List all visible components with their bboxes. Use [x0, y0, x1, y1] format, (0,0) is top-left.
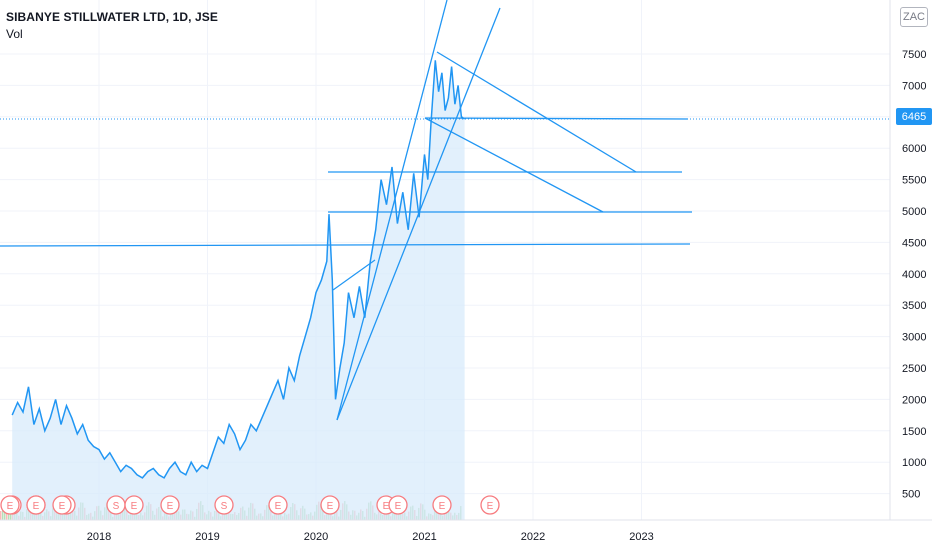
- svg-text:E: E: [327, 501, 334, 512]
- event-marker-E[interactable]: E: [268, 495, 288, 515]
- event-marker-E[interactable]: E: [320, 495, 340, 515]
- time-axis[interactable]: 2018 2019 2020 2021 2022 2023: [87, 531, 654, 543]
- downtrend-line-b[interactable]: [424, 117, 604, 213]
- level-line-6400[interactable]: [424, 117, 689, 120]
- event-marker-S[interactable]: S: [106, 495, 126, 515]
- volume-bar: [0, 511, 2, 520]
- level-line-4430[interactable]: [0, 243, 691, 247]
- price-tick-label: 7000: [902, 80, 926, 92]
- volume-bar: [2, 504, 4, 520]
- event-marker-S[interactable]: S: [214, 495, 234, 515]
- price-tick-label: 6000: [902, 143, 926, 155]
- channel-lower-line[interactable]: [336, 7, 501, 421]
- event-marker-E[interactable]: E: [0, 495, 20, 515]
- volume-bar: [10, 514, 12, 520]
- volume-label: Vol: [6, 27, 23, 41]
- time-tick-label: 2020: [304, 531, 328, 543]
- symbol-title: SIBANYE STILLWATER LTD, 1D, JSE: [6, 10, 219, 24]
- svg-text:E: E: [59, 501, 66, 512]
- price-tick-label: 2000: [902, 394, 926, 406]
- volume-bar: [8, 511, 10, 520]
- price-tick-label: 1500: [902, 426, 926, 438]
- last-price-tag: 6465: [896, 108, 932, 125]
- svg-text:E: E: [167, 501, 174, 512]
- time-tick-label: 2022: [521, 531, 545, 543]
- svg-text:E: E: [383, 501, 390, 512]
- price-tick-label: 2500: [902, 363, 926, 375]
- price-tick-label: 3500: [902, 300, 926, 312]
- event-marker-E[interactable]: E: [52, 495, 72, 515]
- svg-text:S: S: [113, 501, 120, 512]
- price-tick-label: 4000: [902, 269, 926, 281]
- channel-tick[interactable]: [332, 259, 376, 291]
- event-marker-E[interactable]: E: [26, 495, 46, 515]
- price-area-fill: [12, 60, 465, 521]
- svg-text:E: E: [33, 501, 40, 512]
- event-marker-E[interactable]: E: [124, 495, 144, 515]
- price-tick-label: 5500: [902, 175, 926, 187]
- svg-text:E: E: [487, 501, 494, 512]
- price-tick-label: 3000: [902, 332, 926, 344]
- event-marker-E[interactable]: E: [388, 495, 408, 515]
- svg-text:E: E: [131, 501, 138, 512]
- price-tick-label: 5000: [902, 206, 926, 218]
- svg-text:E: E: [439, 501, 446, 512]
- currency-button[interactable]: ZAC: [900, 7, 928, 27]
- downtrend-line-a[interactable]: [436, 51, 637, 173]
- svg-text:S: S: [221, 501, 228, 512]
- event-marker-E[interactable]: E: [160, 495, 180, 515]
- price-axis[interactable]: 7500700065006000550050004500400035003000…: [902, 49, 926, 501]
- time-tick-label: 2023: [629, 531, 653, 543]
- price-tick-label: 7500: [902, 49, 926, 61]
- event-marker-E[interactable]: E: [480, 495, 500, 515]
- event-marker-E[interactable]: E: [432, 495, 452, 515]
- event-markers[interactable]: ESESEESEEEEEEEEE: [0, 495, 500, 515]
- price-tick-label: 500: [902, 489, 920, 501]
- price-line: [11, 60, 466, 479]
- price-tick-label: 4500: [902, 237, 926, 249]
- trend-drawings[interactable]: [0, 0, 692, 421]
- svg-text:E: E: [395, 501, 402, 512]
- time-tick-label: 2021: [412, 531, 436, 543]
- channel-upper-line[interactable]: [336, 0, 448, 421]
- svg-text:E: E: [7, 501, 14, 512]
- price-tick-label: 1000: [902, 457, 926, 469]
- chart-header: SIBANYE STILLWATER LTD, 1D, JSE Vol: [6, 10, 218, 41]
- time-tick-label: 2019: [195, 531, 219, 543]
- svg-text:E: E: [275, 501, 282, 512]
- time-tick-label: 2018: [87, 531, 111, 543]
